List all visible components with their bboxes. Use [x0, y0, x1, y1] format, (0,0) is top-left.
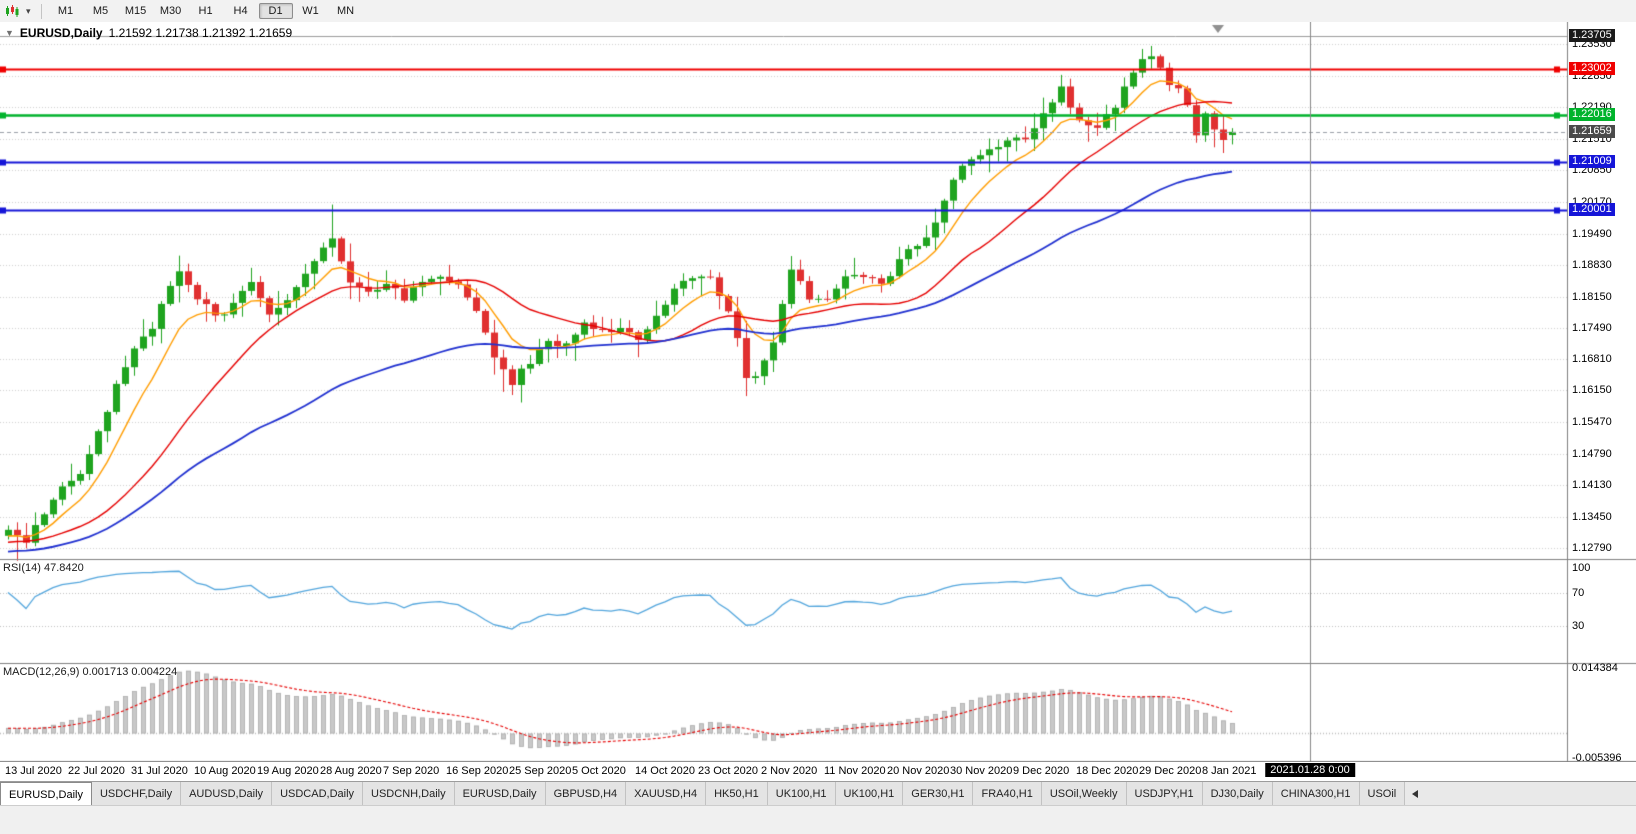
date-label: 5 Oct 2020 — [572, 765, 626, 777]
date-label: 25 Sep 2020 — [509, 765, 572, 777]
rsi-level-label: 100 — [1572, 562, 1591, 575]
chart-tab-fra40-h1[interactable]: FRA40,H1 — [973, 782, 1042, 806]
timeframe-button-H1[interactable]: H1 — [198, 5, 213, 17]
chart-tab-usdcnh-daily[interactable]: USDCNH,Daily — [363, 782, 455, 806]
timeframe-button-M15[interactable]: M15 — [124, 5, 147, 17]
crosshair-date-label: 2021.01.28 0:00 — [1265, 763, 1355, 777]
price-tick-label: 1.19490 — [1572, 227, 1612, 240]
date-label: 10 Aug 2020 — [194, 765, 256, 777]
chart-tab-usdjpy-h1[interactable]: USDJPY,H1 — [1126, 782, 1203, 806]
tab-scroll-icon[interactable] — [1405, 782, 1425, 806]
toolbar-separator — [40, 3, 42, 19]
date-label: 18 Dec 2020 — [1076, 765, 1139, 777]
price-line-label: 1.21009 — [1569, 155, 1615, 169]
chart-tab-eurusd-daily[interactable]: EURUSD,Daily — [454, 782, 546, 806]
chart-tab-gbpusd-h4[interactable]: GBPUSD,H4 — [545, 782, 627, 806]
chart-type-icon[interactable] — [3, 4, 21, 19]
date-label: 14 Oct 2020 — [635, 765, 695, 777]
tab-scroll-arrow-icon — [1412, 790, 1419, 798]
date-label: 16 Sep 2020 — [446, 765, 509, 777]
macd-indicator-label: MACD(12,26,9) 0.001713 0.004224 — [3, 666, 178, 678]
date-label: 29 Dec 2020 — [1139, 765, 1202, 777]
timeframe-button-W1[interactable]: W1 — [302, 5, 319, 17]
price-tick-label: 1.13450 — [1572, 511, 1612, 524]
timeframe-button-D1[interactable]: D1 — [258, 3, 293, 19]
price-axis[interactable]: 1.235301.228501.221901.215101.208501.201… — [1568, 22, 1636, 764]
price-line-label: 1.20001 — [1569, 202, 1615, 216]
macd-axis-label: 0.014384 — [1572, 662, 1618, 674]
chart-area: ▼ EURUSD,Daily 1.21592 1.21738 1.21392 1… — [0, 22, 1636, 764]
price-tick-label: 1.15470 — [1572, 416, 1612, 429]
price-tick-label: 1.16810 — [1572, 353, 1612, 366]
date-label: 8 Jan 2021 — [1202, 765, 1257, 777]
timeframe-button-H4[interactable]: H4 — [233, 5, 248, 17]
chart-tabs-bar: EURUSD,Daily USDCHF,Daily AUDUSD,Daily USDC… — [0, 781, 1636, 806]
timeframe-button-M1[interactable]: M1 — [57, 5, 74, 17]
price-tick-label: 1.14790 — [1572, 448, 1612, 461]
date-label: 20 Nov 2020 — [887, 765, 950, 777]
date-label: 30 Nov 2020 — [950, 765, 1013, 777]
chart-tab-dj30-daily[interactable]: DJ30,Daily — [1202, 782, 1273, 806]
chart-tab-uk100-h1[interactable]: UK100,H1 — [835, 782, 904, 806]
date-label: 7 Sep 2020 — [383, 765, 440, 777]
one-click-panel-collapse-icon[interactable]: ▼ — [5, 28, 14, 38]
status-bar — [0, 805, 1636, 834]
chart-tab-eurusd-daily[interactable]: EURUSD,Daily — [0, 782, 92, 806]
price-tick-label: 1.18830 — [1572, 258, 1612, 271]
chart-tab-china300-h1[interactable]: CHINA300,H1 — [1272, 782, 1360, 806]
chart-tab-usdchf-daily[interactable]: USDCHF,Daily — [91, 782, 182, 806]
rsi-indicator-label: RSI(14) 47.8420 — [3, 562, 84, 574]
candlestick-glyph — [6, 4, 19, 17]
date-label: 22 Jul 2020 — [68, 765, 125, 777]
price-line-label: 1.22016 — [1569, 108, 1615, 122]
time-axis[interactable]: 13 Jul 2020 22 Jul 2020 31 Jul 2020 10 Aug … — [0, 762, 1636, 781]
date-label: 11 Nov 2020 — [824, 765, 886, 777]
date-label: 13 Jul 2020 — [5, 765, 62, 777]
price-tick-label: 1.12790 — [1572, 542, 1612, 555]
price-tick-label: 1.16150 — [1572, 384, 1612, 397]
timeframe-buttons-group: M1 M5 M15 M30 H1 H4 D1 W1 MN — [49, 3, 363, 19]
date-label: 9 Dec 2020 — [1013, 765, 1070, 777]
rsi-level-label: 30 — [1572, 620, 1585, 633]
date-label: 31 Jul 2020 — [131, 765, 188, 777]
timeframe-button-M30[interactable]: M30 — [159, 5, 182, 17]
price-line-label: 1.23002 — [1569, 61, 1615, 75]
date-label: 28 Aug 2020 — [320, 765, 382, 777]
price-tick-label: 1.18150 — [1572, 290, 1612, 303]
timeframe-button-MN[interactable]: MN — [336, 5, 355, 17]
chart-symbol-label: EURUSD,Daily — [19, 26, 103, 40]
date-label: 23 Oct 2020 — [698, 765, 758, 777]
chart-tab-usoil[interactable]: USOil — [1359, 782, 1406, 806]
date-label: 19 Aug 2020 — [257, 765, 319, 777]
chart-tab-audusd-daily[interactable]: AUDUSD,Daily — [181, 782, 273, 806]
rsi-level-label: 70 — [1572, 587, 1585, 600]
date-label: 2 Nov 2020 — [761, 765, 818, 777]
chart-tab-hk50-h1[interactable]: HK50,H1 — [706, 782, 768, 806]
chart-header: ▼ EURUSD,Daily 1.21592 1.21738 1.21392 1… — [5, 26, 292, 40]
price-line-label: 1.23705 — [1569, 28, 1615, 42]
chart-type-dropdown-icon[interactable]: ▾ — [26, 5, 31, 16]
price-tick-label: 1.17490 — [1572, 321, 1612, 334]
timeframe-button-M5[interactable]: M5 — [92, 5, 109, 17]
chart-tab-usdcad-daily[interactable]: USDCAD,Daily — [272, 782, 364, 806]
price-chart-canvas[interactable] — [0, 22, 1636, 762]
chart-tab-usoil-weekly[interactable]: USOil,Weekly — [1041, 782, 1127, 806]
chart-tab-xauusd-h4[interactable]: XAUUSD,H4 — [626, 782, 707, 806]
chart-tab-ger30-h1[interactable]: GER30,H1 — [903, 782, 974, 806]
chart-ohlc-values: 1.21592 1.21738 1.21392 1.21659 — [108, 26, 293, 40]
macd-axis-label: -0.005396 — [1572, 752, 1622, 764]
timeframes-toolbar: ▾ M1 M5 M15 M30 H1 H4 D1 W1 MN — [0, 0, 1636, 23]
price-tick-label: 1.14130 — [1572, 479, 1612, 492]
price-line-label: 1.21659 — [1569, 124, 1615, 138]
chart-tab-uk100-h1[interactable]: UK100,H1 — [767, 782, 836, 806]
